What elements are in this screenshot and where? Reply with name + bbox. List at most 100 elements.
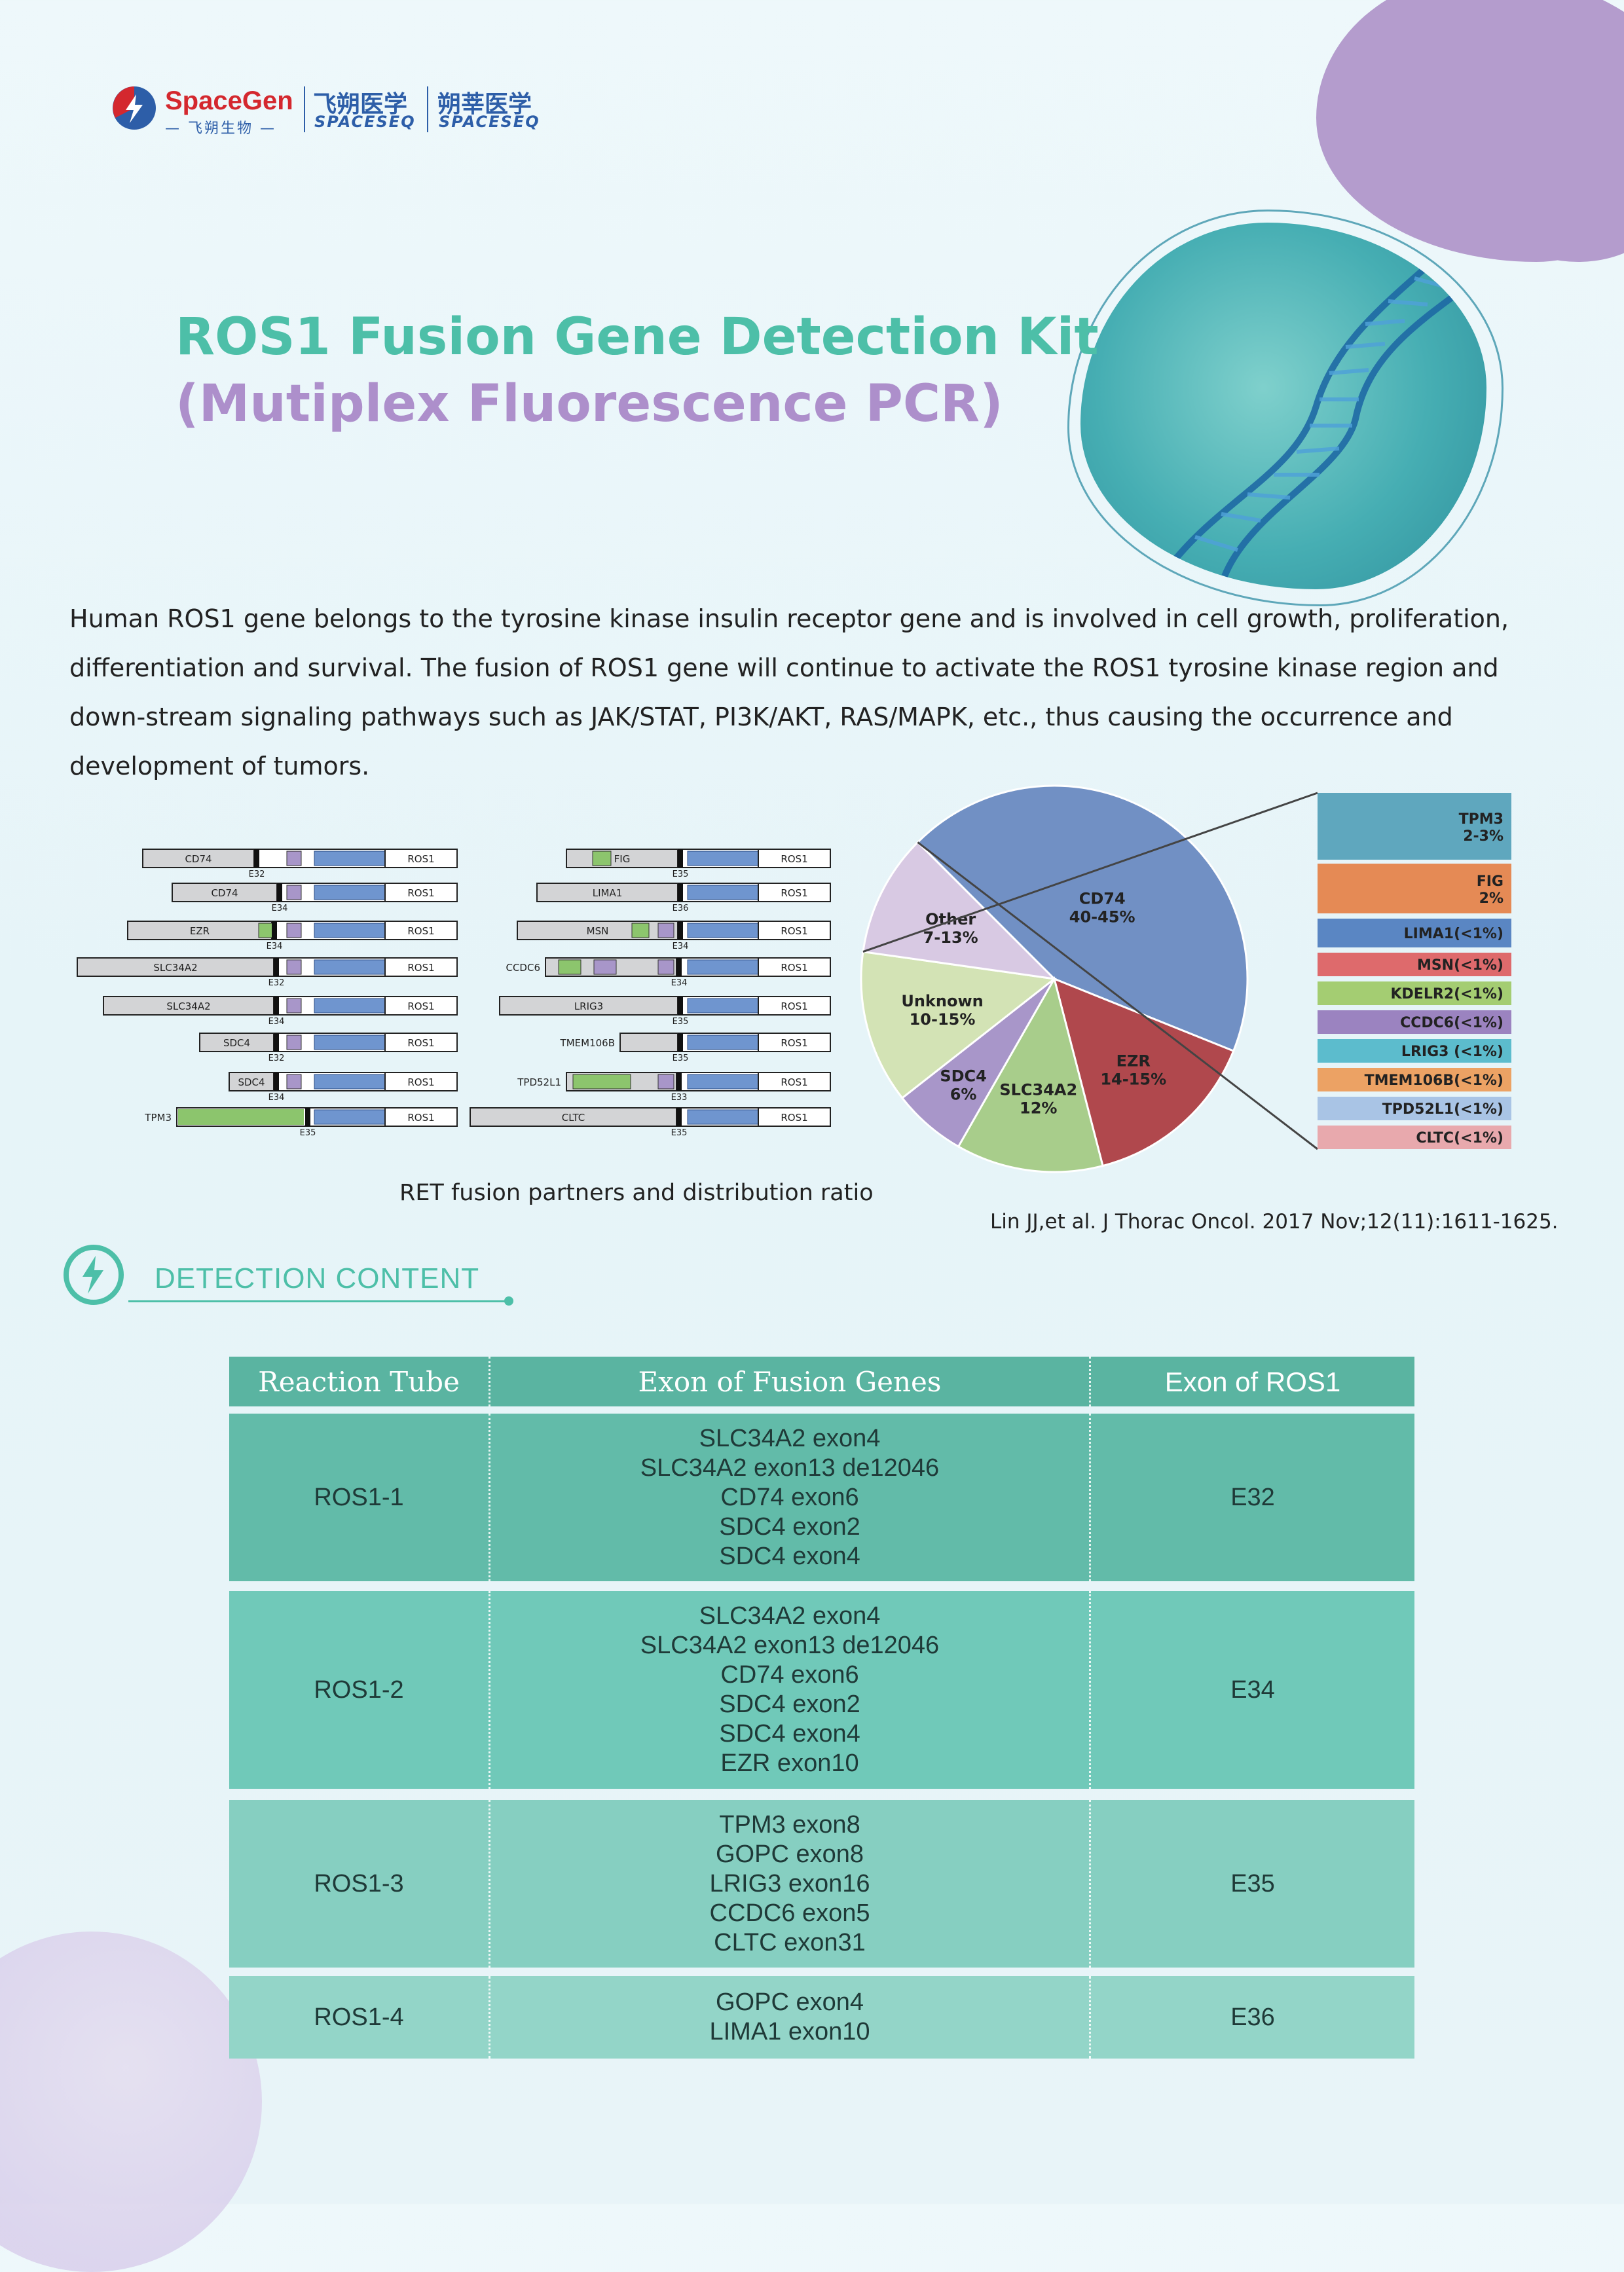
fusion-gene-line: CCDC6 exon5: [709, 1899, 870, 1927]
pie-value-unknown: 10-15%: [910, 1010, 976, 1029]
exon-label: E35: [300, 1128, 316, 1138]
table-row: ROS1-4 GOPC exon4 LIMA1 exon10 E36: [229, 1976, 1414, 2059]
exon-label: E35: [671, 1128, 688, 1138]
protein-domain: [593, 959, 617, 975]
section-logo-icon: [64, 1245, 124, 1305]
fusion-gene-line: SLC34A2 exon4: [699, 1602, 881, 1630]
legend-entry-tpd52l1: TPD52L1(<1%): [1382, 1101, 1504, 1118]
legend-box-cltc: [1318, 1126, 1511, 1149]
breakpoint: [676, 958, 682, 976]
legend-value-cltc: (<1%): [1454, 1130, 1504, 1146]
legend-value-lima1: (<1%): [1454, 926, 1504, 942]
protein-domain: [286, 885, 302, 900]
partner-gene-bar: [127, 921, 272, 940]
exon-label: E32: [268, 978, 285, 988]
legend-entry-lima1: LIMA1(<1%): [1404, 926, 1504, 942]
fusion-gene-line: CD74 exon6: [720, 1483, 859, 1511]
legend-entry-kdelr2: KDELR2(<1%): [1390, 986, 1504, 1002]
pie-slice-unknown: [860, 950, 1057, 1100]
pie-slice-other: [862, 841, 1058, 981]
partner-label: LIMA1: [593, 887, 623, 899]
fusion-gene-line: LRIG3 exon16: [709, 1869, 870, 1897]
exon-label: E35: [673, 1054, 689, 1063]
exon-label: E32: [249, 870, 265, 879]
legend-box-ccdc6: [1318, 1010, 1511, 1034]
exon-label: E34: [267, 942, 283, 951]
partner-gene-bar: [566, 849, 678, 868]
legend-box-tpd52l1: [1318, 1097, 1511, 1120]
pie-slice-ezr: [1052, 977, 1235, 1167]
sub-brand-2-en: SPACESEQ: [439, 113, 540, 131]
legend-label-lrig3: LRIG3: [1401, 1044, 1449, 1060]
kinase-domain: [687, 998, 759, 1014]
logo-divider: [427, 86, 428, 132]
partner-label: TPM3: [144, 1112, 172, 1124]
fusion-sdc4-e32: ROS1 SDC4 E32: [199, 1033, 458, 1063]
fusion-gene-line: CD74 exon6: [720, 1661, 859, 1689]
ros1-label: ROS1: [781, 887, 807, 899]
protein-domain: [572, 1074, 631, 1090]
partner-label: TPD52L1: [517, 1076, 561, 1088]
legend-label-kdelr2: KDELR2: [1390, 986, 1454, 1002]
kinase-domain: [314, 1074, 386, 1090]
pie-label-unknown: Unknown: [901, 992, 983, 1010]
fusion-genes-cell: TPM3 exon8 GOPC exon8 LRIG3 exon16 CCDC6 ex…: [489, 1800, 1091, 1968]
ros1-label: ROS1: [781, 1037, 807, 1049]
kinase-domain: [314, 1035, 386, 1050]
fusion-gene-line: GOPC exon4: [716, 1988, 864, 2016]
table-row: ROS1-1 SLC34A2 exon4 SLC34A2 exon13 de120…: [229, 1414, 1414, 1581]
table-row: ROS1-3 TPM3 exon8 GOPC exon8 LRIG3 exon16 C…: [229, 1800, 1414, 1968]
partner-label: FIG: [614, 853, 631, 865]
fusion-lima1-e36: ROS1 LIMA1 E36: [536, 883, 831, 913]
fusion-gene-line: LIMA1 exon10: [709, 2018, 870, 2045]
header-exon-ros1: Exon of ROS1: [1164, 1366, 1341, 1397]
ros1-label: ROS1: [407, 1037, 434, 1049]
sub-brand-1-cn: 飞朔医学: [313, 91, 408, 118]
legend-box-tmem106b: [1318, 1068, 1511, 1091]
legend-value-kdelr2: (<1%): [1454, 986, 1504, 1002]
legend-label-fig: FIG: [1477, 873, 1504, 890]
pie-label-slc34a2: SLC34A2: [999, 1080, 1077, 1099]
fusion-gene-line: SDC4 exon4: [719, 1720, 860, 1748]
fusion-genes-cell: SLC34A2 exon4 SLC34A2 exon13 de12046 CD74 …: [489, 1591, 1091, 1789]
exon-label: E34: [268, 1093, 285, 1103]
fusion-diagram-right: ROS1 FIG E35 ROS1 LIMA1 E36 ROS1 MSN E34 ROS1 CCDC…: [470, 849, 831, 1138]
partner-label: CD74: [185, 853, 212, 865]
ros1-exon-cell: E35: [1230, 1869, 1275, 1897]
protein-domain: [592, 851, 612, 866]
legend-label-tpd52l1: TPD52L1: [1382, 1101, 1454, 1118]
fusion-tmem106b-e35: ROS1 TMEM106B E35: [560, 1033, 831, 1063]
brand-name-cn: — 飞朔生物 —: [165, 120, 276, 137]
kinase-domain: [314, 998, 386, 1014]
protein-domain: [631, 923, 650, 938]
ros1-label: ROS1: [407, 887, 434, 899]
figure-caption: RET fusion partners and distribution rat…: [399, 1180, 874, 1206]
legend-entry-cltc: CLTC(<1%): [1416, 1130, 1504, 1146]
legend-box-lima1: [1318, 919, 1511, 947]
exon-label: E34: [671, 978, 688, 988]
legend-value-msn: (<1%): [1454, 957, 1504, 974]
reaction-tube-cell: ROS1-3: [314, 1869, 404, 1897]
fusion-genes-cell: SLC34A2 exon4 SLC34A2 exon13 de12046 CD74 …: [489, 1414, 1091, 1581]
fusion-gene-line: EZR exon10: [720, 1750, 859, 1777]
ros1-label: ROS1: [407, 1000, 434, 1012]
partner-label: LRIG3: [574, 1000, 603, 1012]
fusion-gene-line: SDC4 exon4: [719, 1542, 860, 1570]
partner-gene-bar: [619, 1033, 678, 1052]
detection-content-table: Reaction Tube Exon of Fusion Genes Exon …: [229, 1357, 1414, 2059]
legend-label-lima1: LIMA1: [1404, 926, 1454, 942]
ros1-exon-cell: E32: [1230, 1483, 1275, 1511]
fusion-ccdc6-e34: ROS1 CCDC6 E34: [506, 957, 831, 988]
kinase-domain: [314, 959, 386, 975]
legend-entry-ccdc6: CCDC6(<1%): [1400, 1015, 1504, 1031]
partner-gene-bar: [77, 957, 274, 977]
exon-label: E34: [272, 904, 288, 913]
partner-label: SLC34A2: [166, 1000, 210, 1012]
protein-domain: [286, 1074, 302, 1090]
partner-label: TMEM106B: [560, 1037, 615, 1049]
legend-box-kdelr2: [1318, 981, 1511, 1005]
table-header-row: Reaction Tube Exon of Fusion Genes Exon …: [229, 1357, 1414, 1406]
pie-label-cd74: CD74: [1079, 889, 1126, 907]
ros1-label: ROS1: [407, 1076, 434, 1088]
